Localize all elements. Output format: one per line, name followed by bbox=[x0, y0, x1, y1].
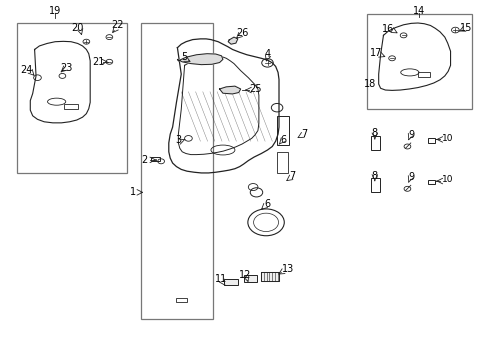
Bar bbox=[277, 152, 287, 173]
Text: 16: 16 bbox=[381, 24, 394, 34]
Bar bbox=[366, 14, 471, 109]
Bar bbox=[277, 117, 288, 145]
Text: 3: 3 bbox=[175, 135, 181, 145]
Bar bbox=[224, 279, 237, 285]
Bar bbox=[371, 178, 379, 192]
Text: 2: 2 bbox=[142, 155, 148, 165]
Bar bbox=[371, 136, 379, 150]
Text: 12: 12 bbox=[239, 270, 251, 280]
Text: 20: 20 bbox=[71, 23, 84, 33]
Text: 7: 7 bbox=[301, 129, 307, 139]
Bar bbox=[141, 23, 213, 319]
Bar bbox=[427, 138, 434, 143]
Bar bbox=[176, 298, 186, 302]
Text: 10: 10 bbox=[441, 175, 452, 184]
Text: 25: 25 bbox=[248, 84, 261, 94]
Text: 14: 14 bbox=[412, 6, 425, 16]
Text: 18: 18 bbox=[363, 79, 375, 89]
Polygon shape bbox=[177, 54, 223, 65]
Text: 9: 9 bbox=[407, 172, 413, 182]
Text: 21: 21 bbox=[92, 57, 104, 67]
Bar bbox=[17, 23, 127, 173]
Bar bbox=[64, 104, 78, 109]
Bar bbox=[243, 275, 256, 282]
Text: 11: 11 bbox=[215, 274, 227, 284]
Text: 9: 9 bbox=[407, 130, 413, 140]
Text: 24: 24 bbox=[20, 65, 33, 75]
Text: 23: 23 bbox=[60, 63, 72, 73]
Text: 26: 26 bbox=[235, 27, 248, 37]
Text: 4: 4 bbox=[264, 49, 270, 59]
Text: 13: 13 bbox=[281, 264, 293, 274]
Text: 8: 8 bbox=[371, 129, 377, 139]
Text: 15: 15 bbox=[459, 23, 471, 33]
Text: 19: 19 bbox=[49, 6, 61, 16]
Polygon shape bbox=[219, 86, 240, 94]
Text: 1: 1 bbox=[130, 187, 136, 197]
Polygon shape bbox=[261, 273, 279, 280]
Text: 6: 6 bbox=[264, 199, 270, 209]
Bar bbox=[151, 157, 160, 161]
Text: 8: 8 bbox=[371, 171, 377, 181]
Text: 5: 5 bbox=[181, 52, 187, 62]
Bar bbox=[417, 72, 429, 77]
Text: 6: 6 bbox=[280, 135, 286, 145]
Polygon shape bbox=[228, 37, 237, 44]
Bar bbox=[427, 180, 434, 184]
Text: 22: 22 bbox=[111, 21, 123, 31]
Text: 17: 17 bbox=[369, 48, 382, 58]
Text: 10: 10 bbox=[441, 134, 452, 143]
Text: 7: 7 bbox=[289, 171, 295, 181]
